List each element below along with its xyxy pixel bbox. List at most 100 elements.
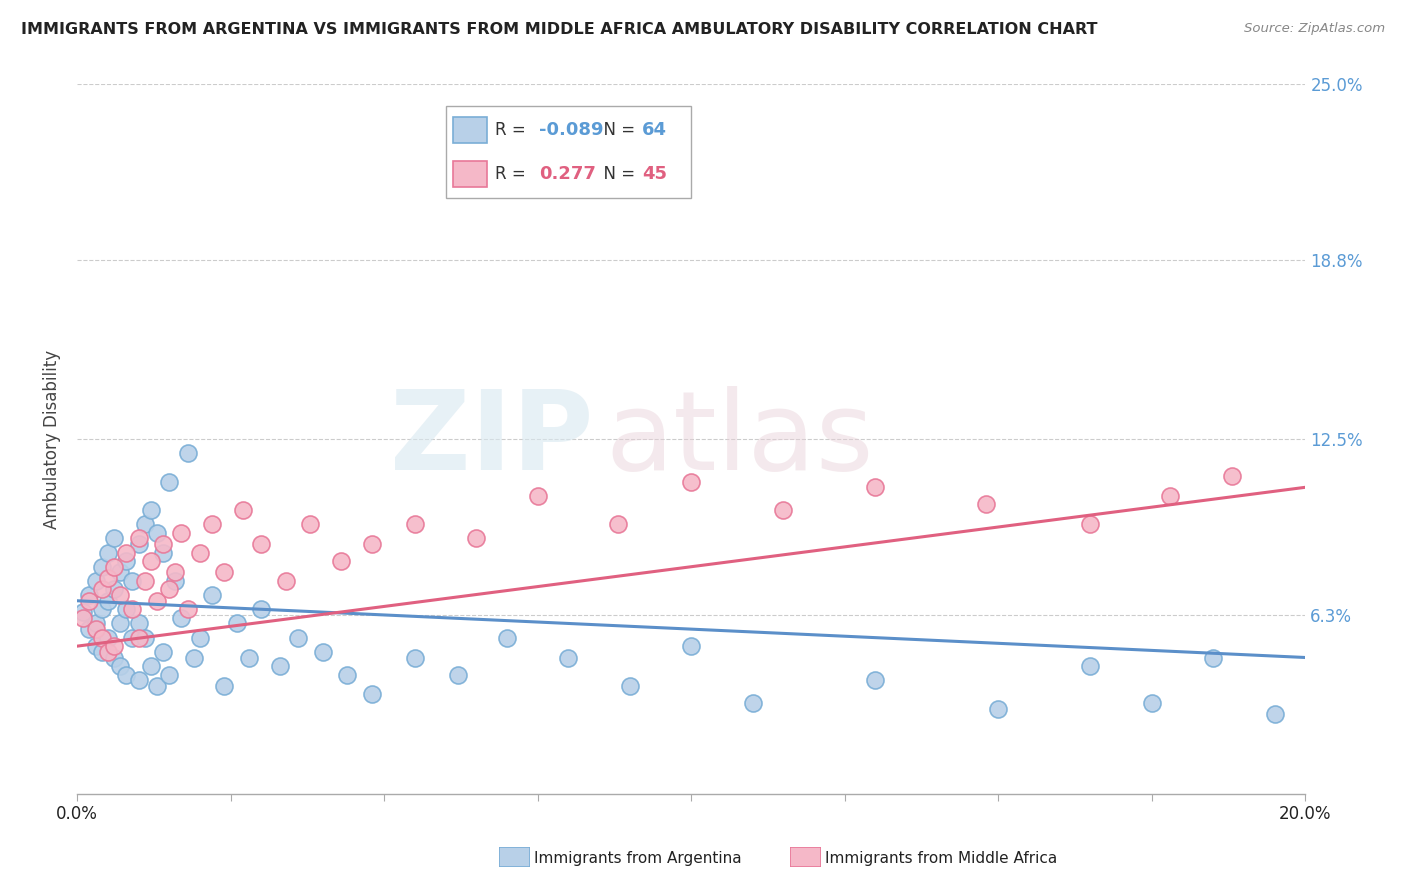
Point (84, 616, 107, 631)
Point (79, 622, 101, 636)
Point (128, 631, 150, 645)
Point (232, 503, 254, 517)
Point (97, 645, 120, 659)
Point (128, 532, 150, 546)
Point (865, 480, 887, 494)
Point (238, 650, 260, 665)
Point (170, 611, 193, 625)
Point (330, 554, 353, 568)
Point (299, 517, 322, 532)
Point (103, 650, 125, 665)
Point (447, 667, 470, 681)
Point (465, 532, 488, 546)
Point (115, 545, 138, 559)
Point (90, 559, 112, 574)
Point (128, 616, 150, 631)
Point (121, 602, 143, 616)
Point (681, 639, 703, 653)
Point (606, 517, 628, 532)
Text: IMMIGRANTS FROM ARGENTINA VS IMMIGRANTS FROM MIDDLE AFRICA AMBULATORY DISABILITY: IMMIGRANTS FROM ARGENTINA VS IMMIGRANTS … (21, 22, 1098, 37)
Point (404, 517, 426, 532)
Text: Immigrants from Middle Africa: Immigrants from Middle Africa (825, 851, 1057, 865)
Point (152, 537, 174, 551)
Point (188, 545, 211, 559)
Point (108, 566, 131, 580)
Point (274, 574, 297, 588)
Point (772, 503, 794, 517)
Point (188, 631, 211, 645)
Point (146, 594, 169, 608)
Point (90, 582, 112, 597)
Point (115, 602, 138, 616)
Y-axis label: Ambulatory Disability: Ambulatory Disability (44, 350, 60, 529)
Text: Immigrants from Argentina: Immigrants from Argentina (534, 851, 742, 865)
Point (312, 645, 335, 659)
Point (139, 503, 162, 517)
Point (121, 574, 143, 588)
Point (139, 659, 162, 673)
Point (157, 667, 180, 681)
Point (128, 673, 150, 688)
Point (108, 588, 131, 602)
Point (526, 489, 548, 503)
Point (97, 545, 120, 559)
Point (287, 631, 309, 645)
Point (108, 659, 131, 673)
Point (183, 650, 205, 665)
Point (165, 566, 187, 580)
Point (1202, 650, 1225, 665)
Point (496, 631, 519, 645)
Point (146, 525, 169, 540)
Text: Source: ZipAtlas.com: Source: ZipAtlas.com (1244, 22, 1385, 36)
Point (134, 574, 156, 588)
Point (360, 537, 382, 551)
Point (741, 696, 763, 710)
Point (103, 582, 125, 597)
Point (115, 554, 138, 568)
Point (1140, 696, 1163, 710)
Point (404, 650, 426, 665)
Point (1159, 489, 1181, 503)
Point (97, 631, 120, 645)
Point (619, 679, 641, 693)
Text: atlas: atlas (605, 385, 873, 492)
Point (79, 594, 101, 608)
Point (170, 525, 193, 540)
Point (128, 537, 150, 551)
Point (103, 639, 125, 653)
Point (1220, 469, 1243, 483)
Point (557, 650, 579, 665)
Point (157, 582, 180, 597)
Point (152, 645, 174, 659)
Point (157, 475, 180, 489)
Point (115, 667, 138, 681)
Point (176, 446, 198, 460)
Point (90, 631, 112, 645)
Point (134, 631, 156, 645)
Point (90, 645, 112, 659)
Point (146, 679, 169, 693)
Point (987, 701, 1010, 715)
Point (214, 679, 236, 693)
Point (134, 517, 156, 532)
Point (139, 554, 162, 568)
Point (681, 475, 703, 489)
Point (152, 545, 174, 559)
Point (176, 602, 198, 616)
Point (201, 588, 224, 602)
Point (108, 616, 131, 631)
Point (1080, 517, 1102, 532)
Point (103, 559, 125, 574)
Point (84, 574, 107, 588)
Point (201, 517, 224, 532)
Point (84, 622, 107, 636)
Point (865, 673, 887, 688)
Point (97, 571, 120, 585)
Point (121, 631, 143, 645)
Point (269, 659, 291, 673)
Point (103, 532, 125, 546)
Text: ZIP: ZIP (389, 385, 593, 492)
Point (250, 537, 273, 551)
Point (214, 566, 236, 580)
Point (974, 497, 997, 511)
